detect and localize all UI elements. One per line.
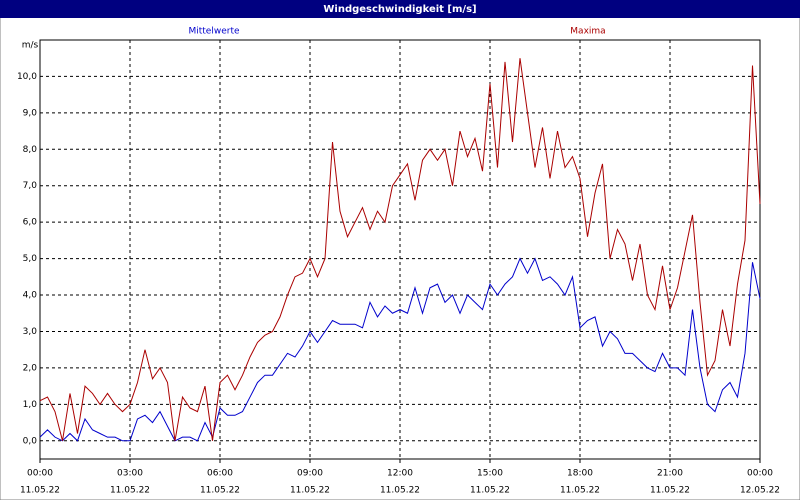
x-tick-date: 11.05.22 xyxy=(200,486,240,496)
legend-entry: Maxima xyxy=(570,27,605,37)
x-tick-label: 18:00 xyxy=(567,469,593,479)
x-tick-label: 06:00 xyxy=(207,469,233,479)
y-axis-label: m/s xyxy=(22,41,39,51)
x-tick-date: 11.05.22 xyxy=(470,486,510,496)
y-tick-label: 8,0 xyxy=(23,145,38,155)
x-tick-label: 00:00 xyxy=(747,469,773,479)
y-tick-label: 9,0 xyxy=(23,108,38,118)
plot xyxy=(39,58,761,442)
x-tick-label: 09:00 xyxy=(297,469,323,479)
x-tick-date: 11.05.22 xyxy=(380,486,420,496)
y-tick-label: 2,0 xyxy=(23,363,38,373)
x-tick-label: 15:00 xyxy=(477,469,503,479)
y-tick-label: 4,0 xyxy=(23,291,38,301)
x-tick-date: 12.05.22 xyxy=(740,486,780,496)
x-tick-label: 03:00 xyxy=(117,469,143,479)
x-tick-label: 00:00 xyxy=(27,469,53,479)
y-tick-label: 1,0 xyxy=(23,400,38,410)
series-line xyxy=(39,257,761,442)
x-tick-date: 11.05.22 xyxy=(20,486,60,496)
x-tick-date: 11.05.22 xyxy=(650,486,690,496)
x-tick-label: 12:00 xyxy=(387,469,413,479)
chart-title: Windgeschwindigkeit [m/s] xyxy=(323,4,476,15)
y-tick-label: 6,0 xyxy=(23,218,38,228)
grid xyxy=(39,39,761,463)
y-tick-label: 10,0 xyxy=(17,72,37,82)
y-tick-label: 3,0 xyxy=(23,327,38,337)
title-bar xyxy=(0,0,800,18)
x-tick-date: 11.05.22 xyxy=(110,486,150,496)
x-tick-date: 11.05.22 xyxy=(290,486,330,496)
series-line xyxy=(39,58,761,441)
y-tick-label: 0,0 xyxy=(23,436,38,446)
legend-entry: Mittelwerte xyxy=(188,27,239,37)
x-tick-label: 21:00 xyxy=(657,469,683,479)
y-tick-label: 7,0 xyxy=(23,181,38,191)
y-tick-label: 5,0 xyxy=(23,254,38,264)
x-tick-date: 11.05.22 xyxy=(560,486,600,496)
